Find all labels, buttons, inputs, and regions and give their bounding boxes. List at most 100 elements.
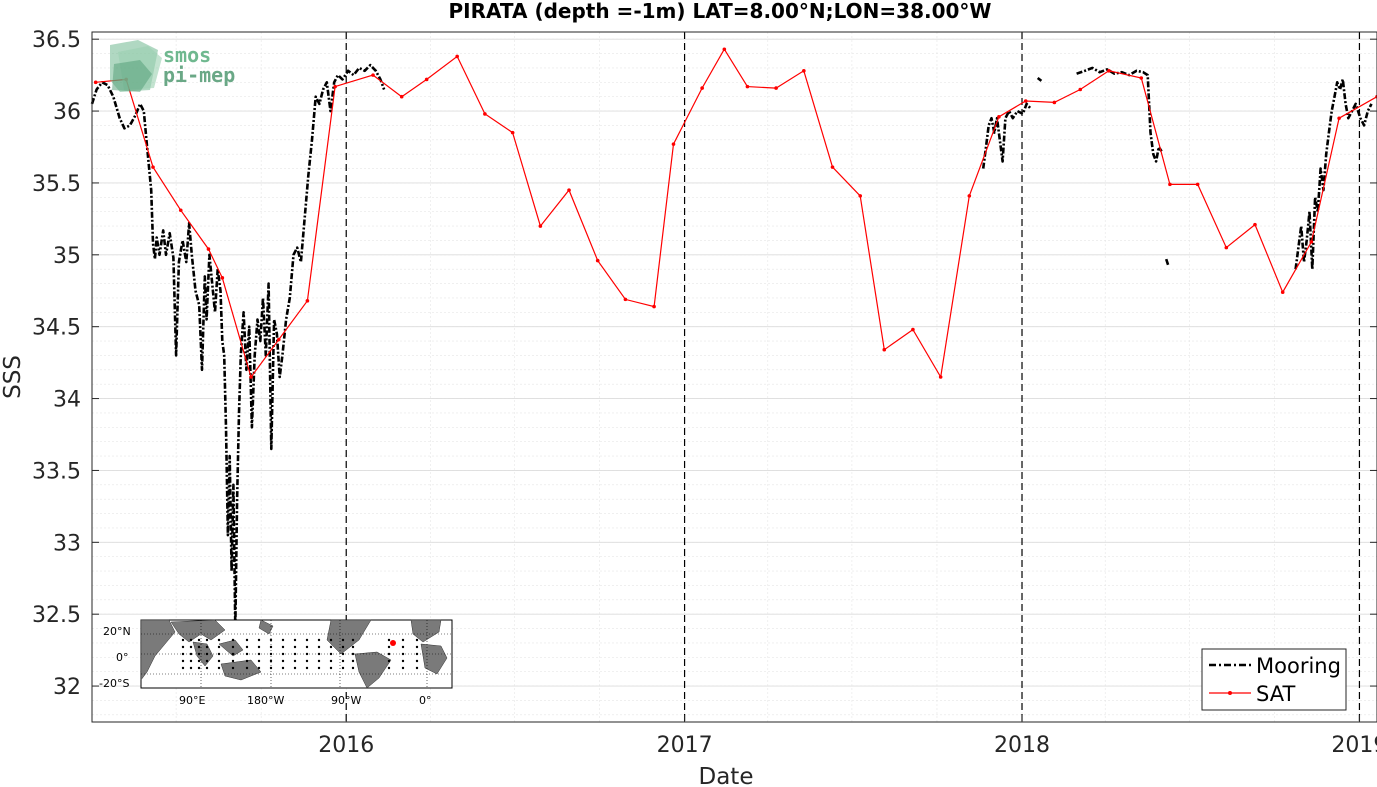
mooring-dot bbox=[329, 652, 333, 656]
mooring-dot bbox=[305, 659, 309, 663]
mooring-dot bbox=[281, 638, 285, 642]
sat-point bbox=[882, 347, 887, 352]
mooring-dot bbox=[317, 659, 321, 663]
series-mooring-line bbox=[1294, 78, 1373, 271]
mooring-dot bbox=[305, 638, 309, 642]
mooring-dot bbox=[269, 645, 273, 649]
mooring-dot bbox=[257, 666, 261, 670]
sat-point bbox=[1168, 182, 1172, 187]
series-mooring-line bbox=[1164, 258, 1170, 266]
mooring-dot bbox=[217, 638, 221, 642]
legend-mooring-label: Mooring bbox=[1256, 654, 1341, 678]
sat-point bbox=[567, 188, 571, 192]
mooring-dot bbox=[293, 652, 297, 656]
x-tick-label: 2019 bbox=[1331, 733, 1377, 758]
sat-point bbox=[858, 194, 863, 198]
mooring-dot bbox=[293, 638, 297, 642]
sat-point bbox=[745, 84, 750, 89]
mooring-dot bbox=[245, 666, 249, 670]
mooring-dot bbox=[387, 666, 391, 670]
mooring-dot bbox=[231, 659, 235, 663]
mooring-dot bbox=[181, 652, 185, 656]
mooring-dot bbox=[197, 659, 201, 663]
mooring-dot bbox=[257, 659, 261, 663]
y-tick-label: 33 bbox=[53, 531, 81, 556]
mooring-dot bbox=[269, 666, 273, 670]
sat-point bbox=[206, 247, 211, 251]
mooring-dot bbox=[245, 645, 249, 649]
mooring-dot bbox=[281, 652, 285, 656]
sat-point bbox=[1309, 240, 1314, 244]
sat-point bbox=[371, 73, 375, 77]
y-tick-label: 34 bbox=[53, 388, 81, 413]
mooring-dot bbox=[351, 652, 355, 656]
mooring-dot bbox=[317, 638, 321, 642]
svg-text:0°: 0° bbox=[116, 651, 129, 664]
y-tick-label: 36.5 bbox=[32, 28, 81, 53]
svg-text:0°: 0° bbox=[419, 694, 432, 707]
x-axis-ticks: 2016 2017 2018 2019 bbox=[318, 715, 1377, 758]
mooring-dot bbox=[317, 645, 321, 649]
mooring-dot bbox=[341, 638, 345, 642]
legend-sat-label: SAT bbox=[1256, 682, 1295, 706]
sat-point bbox=[1078, 87, 1083, 92]
sat-point bbox=[249, 375, 253, 379]
mooring-dot bbox=[329, 645, 333, 649]
mooring-dot bbox=[387, 645, 391, 649]
mooring-dot bbox=[329, 638, 333, 642]
mooring-dot bbox=[197, 652, 201, 656]
mooring-dot bbox=[341, 666, 345, 670]
mooring-dot bbox=[269, 659, 273, 663]
sat-point bbox=[938, 375, 943, 379]
sat-point bbox=[623, 297, 628, 302]
svg-text:-20°S: -20°S bbox=[99, 677, 129, 690]
mooring-dot bbox=[189, 652, 193, 656]
mooring-dot bbox=[197, 638, 201, 642]
sat-point bbox=[333, 84, 337, 89]
y-tick-label: 32 bbox=[53, 675, 81, 700]
mooring-dot bbox=[387, 659, 391, 663]
mooring-dot bbox=[387, 638, 391, 642]
sat-point bbox=[997, 115, 1001, 119]
mooring-dot bbox=[231, 666, 235, 670]
mooring-dot bbox=[293, 659, 297, 663]
y-tick-label: 35 bbox=[53, 244, 81, 269]
mooring-dot bbox=[305, 652, 309, 656]
sat-point bbox=[722, 47, 727, 52]
y-tick-label: 35.5 bbox=[32, 172, 81, 197]
series-mooring-line bbox=[90, 63, 386, 630]
mooring-dot bbox=[231, 645, 235, 649]
mooring-dot bbox=[197, 666, 201, 670]
svg-text:20°N: 20°N bbox=[103, 625, 131, 638]
y-tick-label: 34.5 bbox=[32, 316, 81, 341]
y-axis-label: SSS bbox=[0, 355, 26, 399]
sat-point bbox=[830, 165, 835, 169]
mooring-dot bbox=[189, 666, 193, 670]
sat-point bbox=[276, 337, 281, 342]
mooring-dot bbox=[401, 652, 405, 656]
mooring-dot bbox=[351, 666, 355, 670]
sat-point bbox=[305, 299, 310, 303]
sat-point bbox=[1139, 76, 1144, 80]
mooring-dot bbox=[181, 645, 185, 649]
sat-point bbox=[424, 77, 429, 82]
mooring-dot bbox=[231, 652, 235, 656]
mooring-dot bbox=[415, 666, 419, 670]
sat-point bbox=[802, 69, 806, 73]
mooring-dot bbox=[217, 645, 221, 649]
svg-text:90°E: 90°E bbox=[179, 694, 205, 707]
mooring-dot bbox=[305, 666, 309, 670]
x-axis-label: Date bbox=[699, 764, 754, 787]
sat-point bbox=[774, 86, 778, 90]
svg-text:90°W: 90°W bbox=[331, 694, 361, 707]
sat-point bbox=[93, 80, 98, 85]
x-tick-label: 2018 bbox=[994, 733, 1050, 758]
mooring-dot bbox=[401, 659, 405, 663]
mooring-dot bbox=[387, 652, 391, 656]
mooring-dot bbox=[293, 666, 297, 670]
y-tick-label: 33.5 bbox=[32, 459, 81, 484]
sat-point bbox=[1337, 116, 1341, 121]
mooring-dot bbox=[217, 666, 221, 670]
x-tick-label: 2017 bbox=[657, 733, 713, 758]
sat-point bbox=[1253, 222, 1257, 227]
